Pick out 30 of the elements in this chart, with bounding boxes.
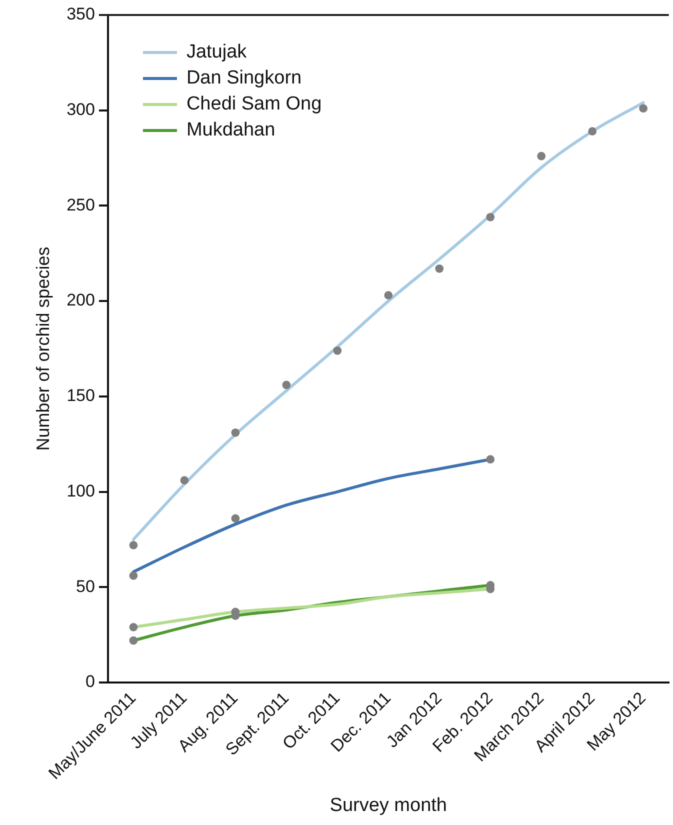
legend-label: Mukdahan [186, 120, 276, 141]
point [333, 346, 342, 355]
point [486, 455, 495, 464]
y-tick-label: 250 [66, 195, 95, 214]
y-tick-label: 150 [66, 386, 95, 406]
point [231, 428, 240, 437]
point [129, 540, 138, 550]
point [129, 571, 138, 580]
point [639, 104, 648, 113]
y-tick-label: 100 [66, 481, 95, 500]
point [129, 636, 138, 645]
y-tick-label: 300 [66, 100, 95, 120]
point [486, 212, 495, 222]
y-tick-label: 50 [76, 576, 95, 596]
point [435, 264, 444, 273]
point [231, 514, 240, 523]
y-tick-label: 0 [85, 672, 95, 692]
y-tick-label: 200 [66, 290, 95, 310]
point [282, 380, 291, 390]
y-axis-title: Number of orchid species [32, 246, 53, 451]
legend-label: Dan Singkorn [186, 68, 302, 89]
x-axis-title: Survey month [330, 794, 447, 816]
legend-label: Chedi Sam Ong [186, 94, 322, 115]
point [384, 291, 393, 300]
point [180, 476, 189, 485]
y-tick-label: 350 [66, 4, 95, 24]
point [588, 127, 597, 136]
legend-label: Jatujak [186, 42, 248, 63]
point [129, 622, 138, 632]
point [537, 152, 546, 160]
